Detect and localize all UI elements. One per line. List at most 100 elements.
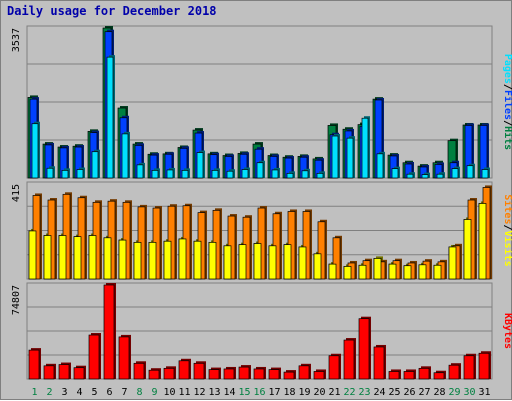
day-label: 12: [193, 387, 205, 398]
pages-bar: [331, 135, 339, 179]
kbytes-bar: [268, 369, 280, 380]
visits-bar-front: [148, 242, 157, 280]
kbytes-bar: [178, 360, 190, 380]
visits-bar-front: [223, 245, 232, 280]
panel-1-ymax-label: 3537: [11, 28, 22, 52]
pages-bar: [196, 152, 204, 179]
kbytes-bar: [208, 369, 220, 380]
day-label: 17: [268, 387, 280, 398]
kbytes-bar: [88, 334, 100, 380]
kbytes-bar: [253, 368, 265, 380]
kbytes-bar: [103, 284, 115, 380]
pages-bar: [391, 168, 399, 179]
kbytes-bar: [283, 371, 295, 380]
day-label: 7: [121, 387, 127, 398]
day-label: 11: [178, 387, 190, 398]
pages-bar: [181, 170, 189, 179]
pages-bar: [256, 162, 264, 179]
legend-pages-files-hits-item: /: [502, 120, 512, 126]
kbytes-bar: [373, 346, 385, 380]
kbytes-bar: [478, 352, 490, 380]
chart-title: Daily usage for December 2018: [7, 4, 217, 18]
day-label: 9: [151, 387, 157, 398]
pages-bar: [376, 153, 384, 179]
pages-bar: [121, 133, 129, 179]
pages-bar: [271, 169, 279, 179]
kbytes-bar: [238, 366, 250, 380]
day-label: 24: [373, 387, 385, 398]
day-label: 5: [91, 387, 97, 398]
day-label: 3: [61, 387, 67, 398]
kbytes-bar: [403, 371, 415, 380]
day-label: 14: [223, 387, 235, 398]
day-label: 20: [313, 387, 325, 398]
visits-bar-front: [448, 246, 457, 280]
kbytes-bar: [388, 371, 400, 380]
pages-bar: [481, 169, 489, 179]
pages-bar: [76, 169, 84, 179]
legend-kbytes-item: KBytes: [502, 313, 512, 349]
visits-bar-front: [328, 263, 337, 280]
visits-bar-front: [433, 264, 442, 280]
legend-pages-files-hits-item: Pages: [502, 54, 512, 84]
day-label: 23: [358, 387, 370, 398]
legend-sites-visits-item: /: [502, 224, 512, 230]
pages-bar: [31, 123, 39, 179]
legend-sites-visits-item: Sites: [502, 194, 512, 224]
visits-bar-front: [118, 239, 127, 280]
pages-bar: [421, 174, 429, 179]
day-label: 22: [343, 387, 355, 398]
day-label: 1: [31, 387, 37, 398]
day-label: 15: [238, 387, 250, 398]
visits-bar-front: [283, 244, 292, 280]
pages-bar: [451, 168, 459, 179]
sites-bar: [317, 221, 326, 280]
visits-bar-front: [178, 238, 187, 280]
legend-pages-files-hits-item: Files: [502, 90, 512, 120]
visits-bar-front: [133, 242, 142, 280]
kbytes-bar: [298, 365, 310, 380]
visits-bar-front: [358, 264, 367, 280]
visits-bar-front: [373, 258, 382, 280]
legend-kbytes: KBytes: [502, 313, 512, 349]
pages-bar: [46, 167, 54, 179]
visits-bar-front: [298, 246, 307, 280]
kbytes-bar: [328, 355, 340, 380]
kbytes-bar: [433, 372, 445, 380]
kbytes-bar: [223, 368, 235, 380]
kbytes-bar: [148, 369, 160, 380]
kbytes-bar: [163, 367, 175, 380]
pages-bar: [61, 170, 69, 179]
visits-bar-front: [43, 235, 52, 280]
kbytes-bar: [418, 367, 430, 380]
pages-bar: [211, 170, 219, 179]
visits-bar-front: [28, 230, 37, 280]
day-label: 31: [478, 387, 490, 398]
day-label: 27: [418, 387, 430, 398]
day-label: 2: [46, 387, 52, 398]
day-label: 30: [463, 387, 475, 398]
day-label: 29: [448, 387, 460, 398]
day-label: 6: [106, 387, 112, 398]
pages-bar: [361, 117, 369, 179]
visits-bar-front: [478, 203, 487, 280]
panel-3-ymax-label: 74807: [11, 285, 22, 315]
panel-2-ymax-label: 415: [11, 184, 22, 202]
day-label: 13: [208, 387, 220, 398]
pages-bar: [136, 164, 144, 179]
pages-bar: [106, 56, 114, 179]
pages-bar: [466, 165, 474, 179]
pages-bar: [226, 170, 234, 179]
pages-bar: [301, 170, 309, 179]
kbytes-bar: [448, 364, 460, 380]
day-label: 10: [163, 387, 175, 398]
legend-sites-visits-item: Visits: [502, 231, 512, 267]
kbytes-bar: [43, 365, 55, 380]
kbytes-bar: [463, 355, 475, 380]
visits-bar-front: [163, 240, 172, 280]
visits-bar-front: [193, 240, 202, 280]
kbytes-bar: [193, 362, 205, 380]
day-label: 8: [136, 387, 142, 398]
